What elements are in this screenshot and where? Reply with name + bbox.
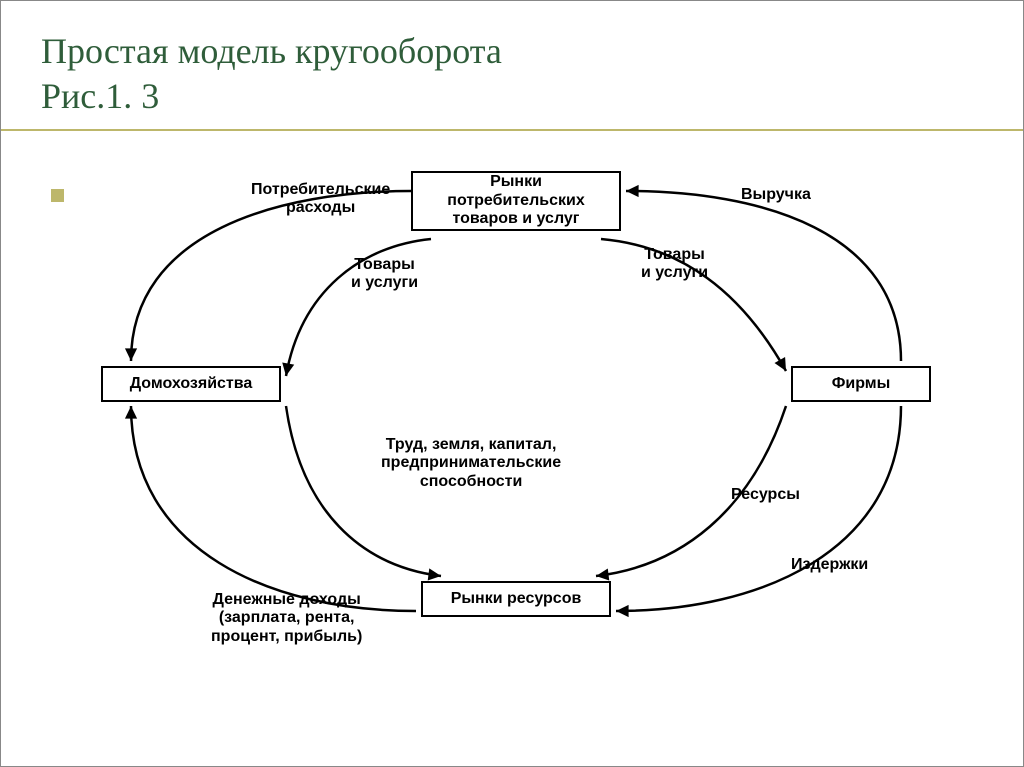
arrowhead-inner-bl bbox=[428, 568, 441, 580]
flow-label-money_income: Денежные доходы(зарплата, рента,процент,… bbox=[211, 591, 362, 646]
node-top: Рынкипотребительскихтоваров и услуг bbox=[411, 171, 621, 231]
bullet-square-icon bbox=[51, 189, 64, 202]
node-right: Фирмы bbox=[791, 366, 931, 402]
page-title: Простая модель кругооборота Рис.1. 3 bbox=[41, 29, 983, 119]
flow-label-costs: Издержки bbox=[791, 556, 868, 574]
node-left: Домохозяйства bbox=[101, 366, 281, 402]
title-line2: Рис.1. 3 bbox=[41, 76, 159, 116]
title-area: Простая модель кругооборота Рис.1. 3 bbox=[1, 1, 1023, 131]
title-line1: Простая модель кругооборота bbox=[41, 31, 502, 71]
arrowhead-outer-br bbox=[616, 605, 629, 617]
arrowhead-outer-tr bbox=[626, 185, 639, 197]
flow-label-goods_services_r: Товарыи услуги bbox=[641, 246, 708, 283]
flow-label-goods_services_l: Товарыи услуги bbox=[351, 256, 418, 293]
arc-outer-br bbox=[616, 406, 901, 611]
flow-label-revenue: Выручка bbox=[741, 186, 811, 204]
flow-label-factors: Труд, земля, капитал,предпринимательские… bbox=[381, 436, 561, 491]
arrowhead-outer-bl bbox=[125, 406, 137, 419]
node-bottom: Рынки ресурсов bbox=[421, 581, 611, 617]
slide-frame: Простая модель кругооборота Рис.1. 3 Рын… bbox=[0, 0, 1024, 767]
circular-flow-diagram: Рынкипотребительскихтоваров и услуг Домох… bbox=[101, 161, 961, 721]
flow-label-resources: Ресурсы bbox=[731, 486, 800, 504]
flow-label-consumer_spending: Потребительскиерасходы bbox=[251, 181, 390, 218]
arc-outer-bl bbox=[131, 406, 416, 611]
arrowhead-inner-tl bbox=[282, 363, 294, 376]
arrowhead-outer-tl bbox=[125, 348, 137, 361]
